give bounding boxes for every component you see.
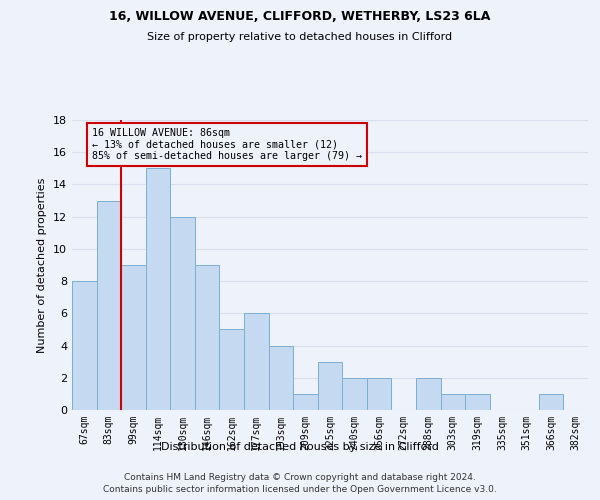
Bar bbox=[440, 394, 465, 410]
Bar bbox=[121, 265, 146, 410]
Text: Contains public sector information licensed under the Open Government Licence v3: Contains public sector information licen… bbox=[103, 485, 497, 494]
Bar bbox=[342, 378, 367, 410]
Bar bbox=[195, 265, 220, 410]
Bar bbox=[465, 394, 490, 410]
Bar bbox=[293, 394, 318, 410]
Bar bbox=[269, 346, 293, 410]
Text: 16 WILLOW AVENUE: 86sqm
← 13% of detached houses are smaller (12)
85% of semi-de: 16 WILLOW AVENUE: 86sqm ← 13% of detache… bbox=[92, 128, 362, 162]
Bar bbox=[416, 378, 440, 410]
Bar bbox=[170, 216, 195, 410]
Text: Size of property relative to detached houses in Clifford: Size of property relative to detached ho… bbox=[148, 32, 452, 42]
Text: 16, WILLOW AVENUE, CLIFFORD, WETHERBY, LS23 6LA: 16, WILLOW AVENUE, CLIFFORD, WETHERBY, L… bbox=[109, 10, 491, 23]
Text: Distribution of detached houses by size in Clifford: Distribution of detached houses by size … bbox=[161, 442, 439, 452]
Bar bbox=[72, 281, 97, 410]
Bar bbox=[318, 362, 342, 410]
Y-axis label: Number of detached properties: Number of detached properties bbox=[37, 178, 47, 352]
Bar bbox=[539, 394, 563, 410]
Bar bbox=[367, 378, 391, 410]
Bar bbox=[244, 314, 269, 410]
Bar bbox=[97, 200, 121, 410]
Bar bbox=[220, 330, 244, 410]
Text: Contains HM Land Registry data © Crown copyright and database right 2024.: Contains HM Land Registry data © Crown c… bbox=[124, 472, 476, 482]
Bar bbox=[146, 168, 170, 410]
